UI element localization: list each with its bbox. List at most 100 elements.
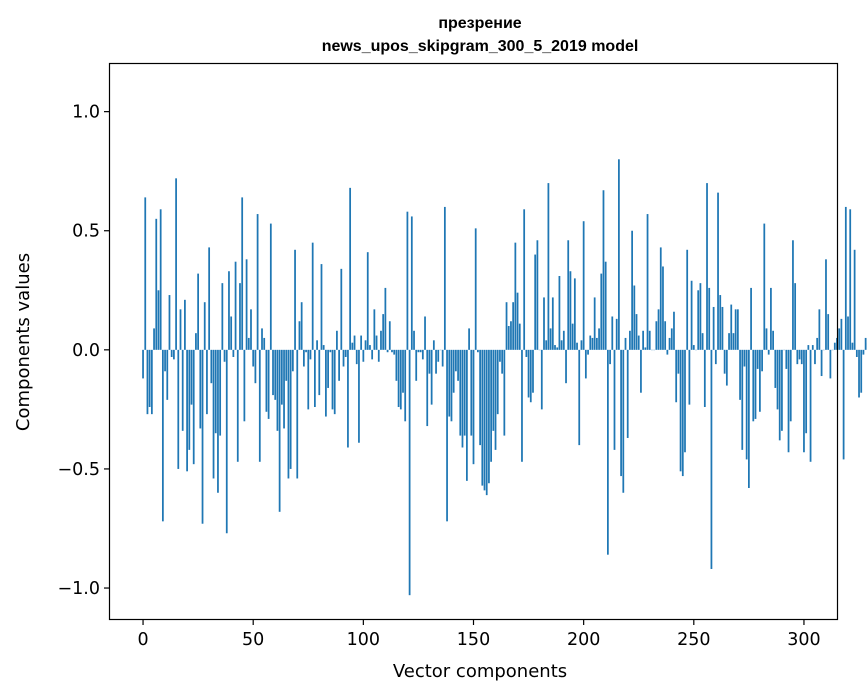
bar-14 bbox=[173, 349, 175, 360]
bar-164 bbox=[503, 349, 506, 436]
bar-194 bbox=[569, 271, 572, 350]
bar-75 bbox=[307, 349, 310, 410]
bar-167 bbox=[510, 321, 512, 350]
bar-40 bbox=[230, 316, 233, 350]
bar-239 bbox=[668, 337, 671, 350]
bar-107 bbox=[377, 349, 380, 362]
bar-28 bbox=[203, 302, 206, 350]
bar-193 bbox=[567, 240, 570, 350]
bar-253 bbox=[699, 283, 702, 350]
bar-203 bbox=[589, 335, 592, 350]
bar-227 bbox=[642, 330, 645, 350]
bar-214 bbox=[613, 349, 616, 450]
bar-22 bbox=[190, 349, 193, 405]
bar-268 bbox=[732, 333, 735, 350]
bar-12 bbox=[168, 295, 171, 350]
bar-43 bbox=[236, 349, 239, 462]
bar-181 bbox=[540, 349, 543, 410]
x-tick-label: 200 bbox=[567, 630, 600, 650]
bar-206 bbox=[595, 337, 598, 350]
bar-143 bbox=[457, 349, 459, 381]
x-axis-ticks: 0 50 100 150 200 250 300 bbox=[137, 619, 821, 650]
bar-196 bbox=[573, 278, 576, 350]
bar-99 bbox=[360, 335, 363, 350]
bar-62 bbox=[278, 349, 281, 512]
bar-218 bbox=[622, 349, 625, 493]
bar-38 bbox=[225, 349, 228, 534]
bar-113 bbox=[391, 349, 393, 353]
bar-169 bbox=[514, 242, 517, 350]
bar-220 bbox=[626, 349, 629, 438]
bar-279 bbox=[756, 349, 759, 369]
bar-259 bbox=[712, 306, 715, 350]
bar-3 bbox=[148, 349, 151, 408]
bar-72 bbox=[300, 302, 303, 350]
bar-0 bbox=[142, 349, 144, 379]
bar-102 bbox=[366, 252, 369, 350]
bar-153 bbox=[479, 349, 481, 446]
bar-300 bbox=[803, 349, 805, 453]
bar-112 bbox=[388, 321, 391, 350]
bar-101 bbox=[364, 340, 367, 350]
bar-209 bbox=[602, 190, 605, 350]
bar-83 bbox=[325, 349, 327, 417]
bar-136 bbox=[441, 349, 444, 367]
bar-73 bbox=[302, 349, 305, 367]
bar-213 bbox=[611, 316, 614, 350]
bar-126 bbox=[419, 349, 422, 353]
bar-282 bbox=[763, 223, 766, 350]
bar-270 bbox=[736, 309, 739, 350]
bar-320 bbox=[847, 316, 849, 350]
bar-147 bbox=[466, 349, 468, 481]
bar-188 bbox=[556, 347, 559, 350]
bar-54 bbox=[261, 328, 263, 350]
bar-124 bbox=[415, 349, 418, 381]
bar-48 bbox=[247, 337, 250, 350]
plot-frame bbox=[108, 62, 839, 621]
bar-322 bbox=[851, 342, 854, 350]
bar-97 bbox=[355, 349, 358, 365]
bar-200 bbox=[582, 221, 585, 350]
bar-7 bbox=[157, 290, 160, 350]
bar-217 bbox=[620, 349, 622, 477]
bar-238 bbox=[666, 349, 669, 355]
bar-327 bbox=[862, 349, 865, 355]
bar-201 bbox=[584, 349, 587, 379]
bar-51 bbox=[254, 349, 257, 384]
bar-224 bbox=[635, 314, 638, 350]
bar-287 bbox=[774, 349, 777, 388]
bar-34 bbox=[217, 349, 219, 493]
x-axis-label: Vector components bbox=[393, 661, 567, 682]
bar-67 bbox=[289, 349, 292, 469]
bar-115 bbox=[395, 349, 398, 381]
bar-288 bbox=[776, 349, 779, 410]
y-tick-label: 1.0 bbox=[72, 103, 100, 123]
bar-216 bbox=[618, 159, 620, 350]
bar-53 bbox=[258, 349, 261, 462]
bar-316 bbox=[838, 328, 841, 350]
bar-139 bbox=[448, 349, 451, 417]
bar-171 bbox=[518, 323, 521, 350]
bar-323 bbox=[853, 249, 856, 350]
bar-86 bbox=[331, 349, 334, 410]
bar-165 bbox=[505, 302, 508, 350]
bar-274 bbox=[745, 349, 748, 460]
y-tick-label: −0.5 bbox=[58, 460, 101, 480]
bar-305 bbox=[814, 349, 816, 365]
bar-183 bbox=[545, 340, 548, 350]
bar-254 bbox=[701, 333, 704, 350]
bar-295 bbox=[792, 240, 794, 350]
bar-319 bbox=[844, 206, 847, 350]
bar-69 bbox=[294, 249, 296, 350]
bar-301 bbox=[805, 349, 808, 434]
bar-257 bbox=[708, 287, 711, 350]
bar-110 bbox=[384, 287, 387, 350]
bar-276 bbox=[750, 287, 752, 350]
bar-47 bbox=[245, 259, 248, 350]
bar-130 bbox=[428, 349, 431, 374]
bar-292 bbox=[785, 349, 788, 369]
bar-45 bbox=[241, 197, 244, 350]
bar-280 bbox=[759, 349, 761, 412]
bar-187 bbox=[554, 345, 556, 350]
bar-248 bbox=[688, 349, 691, 405]
